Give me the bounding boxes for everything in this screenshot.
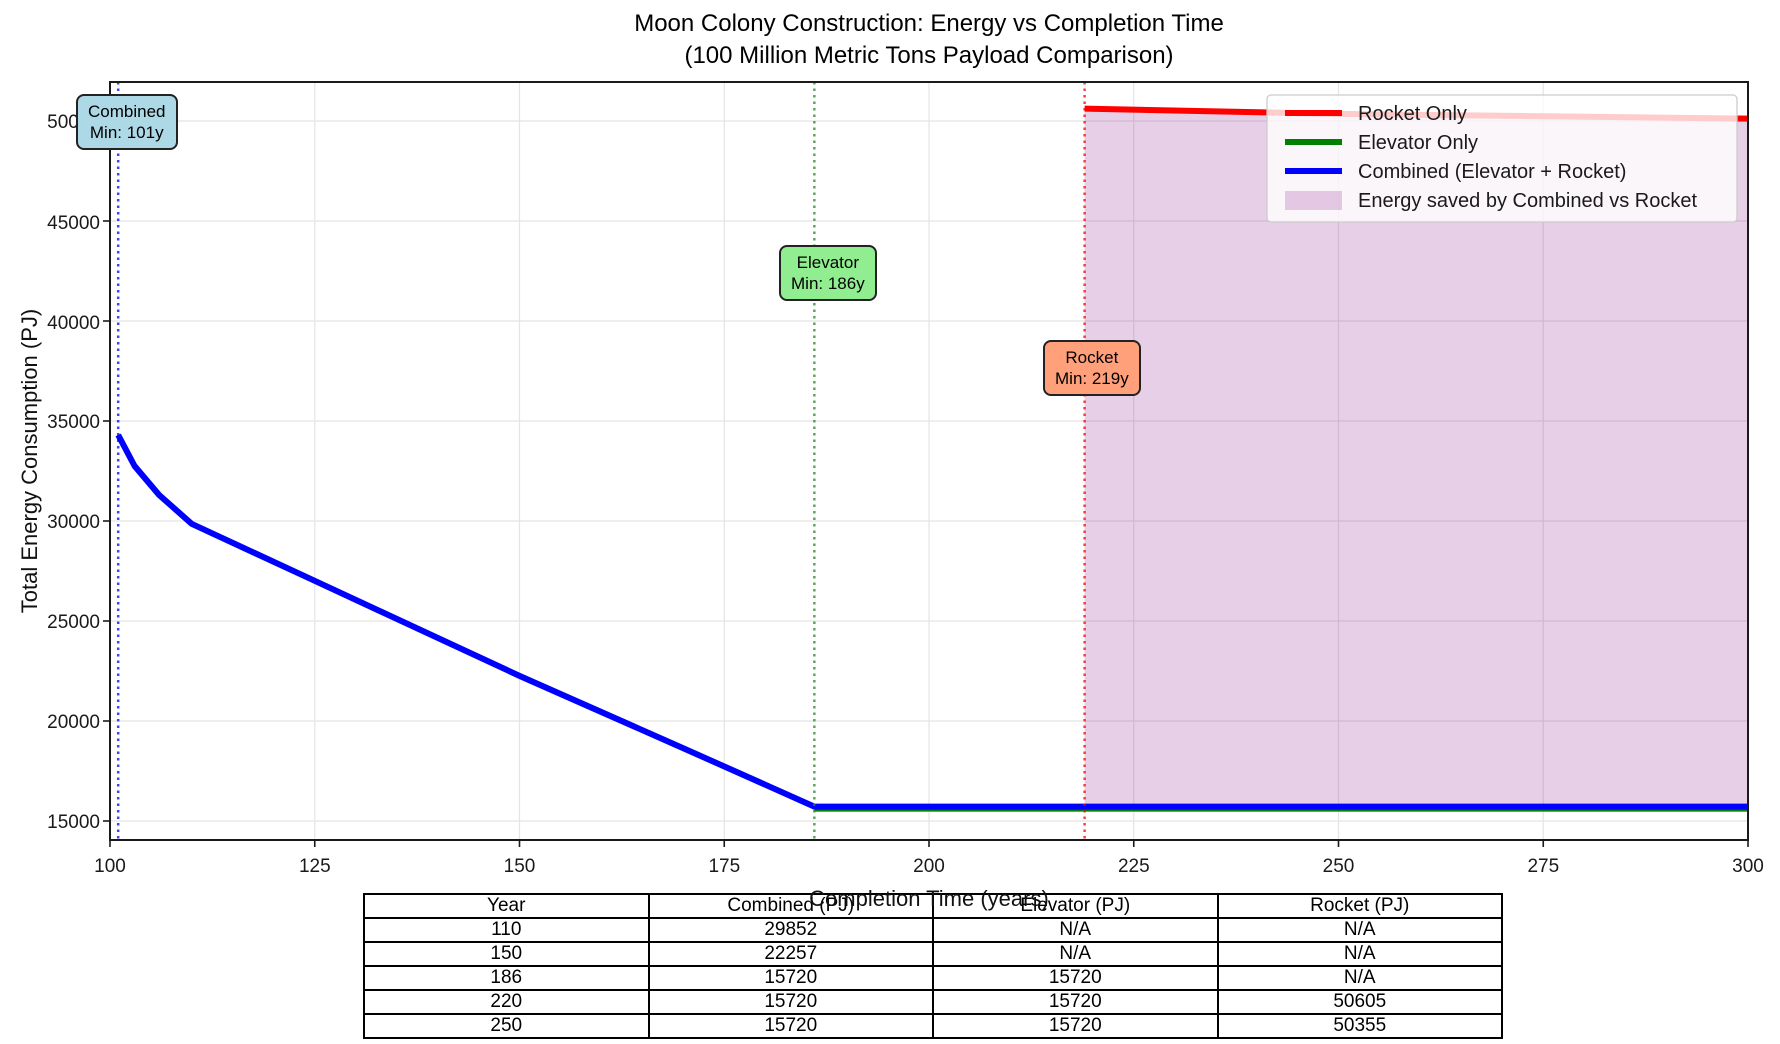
table-cell: 15720 [932,989,1219,1015]
combined-line [115,433,1748,810]
table-cell: N/A [932,941,1219,967]
y-axis-label: Total Energy Consumption (PJ) [17,308,42,614]
y-tick-label: 40000 [47,313,100,334]
energy-saved-region [1084,108,1748,807]
table-header: Rocket (PJ) [1216,893,1503,919]
min-time-vlines [116,82,1086,840]
legend-label-rocket: Rocket Only [1358,103,1467,125]
table-cell: N/A [932,917,1219,943]
annotation-combined-line1: Combined [88,102,166,121]
table-cell: 150 [363,941,650,967]
annotation-rocket-line2: Min: 219y [1055,369,1129,388]
x-tick-label: 100 [94,856,126,877]
table-cell: N/A [1216,917,1503,943]
x-axis-label: Completion Time (years) [809,886,1049,911]
annotation-elevator-min: Elevator Min: 186y [779,245,877,301]
chart-title: Moon Colony Construction: Energy vs Comp… [634,10,1224,37]
table-cell: 50355 [1216,1013,1503,1039]
chart-title-block: Moon Colony Construction: Energy vs Comp… [329,8,1529,72]
table-cell: 29852 [647,917,934,943]
table-row: 250 15720 15720 50355 [363,1013,1503,1039]
chart-subtitle: (100 Million Metric Tons Payload Compari… [684,42,1174,69]
annotation-elevator-line1: Elevator [796,253,860,272]
table-cell: 220 [363,989,650,1015]
y-tick-label: 15000 [47,812,100,833]
table-cell: 15720 [647,1013,934,1039]
table-cell: N/A [1216,941,1503,967]
data-table: Year Combined (PJ) Elevator (PJ) Rocket … [363,893,1503,1039]
annotation-rocket-line1: Rocket [1065,348,1119,367]
legend-label-combined: Combined (Elevator + Rocket) [1358,161,1626,183]
y-tick-label: 35000 [47,412,100,433]
table-header: Elevator (PJ) [932,893,1219,919]
y-tick-label: 30000 [47,512,100,533]
table-row: 110 29852 N/A N/A [363,917,1503,943]
y-tick-labels: 15000 20000 25000 30000 35000 40000 4500… [47,112,100,833]
x-tick-label: 150 [504,856,536,877]
annotation-elevator-line2: Min: 186y [791,274,865,293]
table-cell: 15720 [647,965,934,991]
annotation-combined-min: Combined Min: 101y [76,94,178,150]
table-cell: 22257 [647,941,934,967]
table-header: Combined (PJ) [647,893,934,919]
x-tick-label: 275 [1527,856,1559,877]
y-tick-label: 45000 [47,213,100,234]
legend-box [1266,94,1738,223]
annotation-rocket-min: Rocket Min: 219y [1043,340,1141,396]
x-tick-label: 200 [913,856,945,877]
y-tick-label: 25000 [47,612,100,633]
table-row: 220 15720 15720 50605 [363,989,1503,1015]
table-cell: 250 [363,1013,650,1039]
table-cell: N/A [1216,965,1503,991]
table-cell: 50605 [1216,989,1503,1015]
table-row: 150 22257 N/A N/A [363,941,1503,967]
legend-label-elevator: Elevator Only [1358,132,1478,154]
x-tick-label: 250 [1323,856,1355,877]
x-tick-label: 225 [1118,856,1150,877]
x-tick-label: 125 [299,856,331,877]
table-cell: 15720 [932,1013,1219,1039]
table-cell: 15720 [647,989,934,1015]
y-tick-label: 20000 [47,712,100,733]
table-row: 186 15720 15720 N/A [363,965,1503,991]
table-header-row: Year Combined (PJ) Elevator (PJ) Rocket … [363,893,1503,919]
table-cell: 186 [363,965,650,991]
x-tick-labels: 100 125 150 175 200 225 250 275 300 [94,856,1764,877]
x-tick-label: 300 [1732,856,1764,877]
legend-label-energy-saved: Energy saved by Combined vs Rocket [1358,190,1697,212]
gridlines [109,82,1749,840]
annotation-combined-line2: Min: 101y [89,123,164,142]
x-tick-label: 175 [708,856,740,877]
table-cell: 110 [363,917,650,943]
table-header: Year [363,893,650,919]
table-cell: 15720 [932,965,1219,991]
legend: Rocket Only Elevator Only Combined (Elev… [1266,94,1738,223]
